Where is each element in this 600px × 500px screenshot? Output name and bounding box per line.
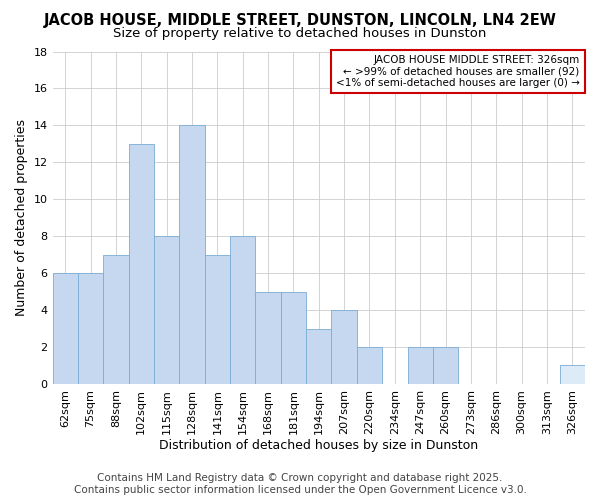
X-axis label: Distribution of detached houses by size in Dunston: Distribution of detached houses by size … (159, 440, 478, 452)
Bar (205, 254, 230, 384)
Bar (331, 310, 357, 384)
Bar (433, 347, 458, 384)
Bar (281, 292, 306, 384)
Bar (560, 366, 585, 384)
Text: JACOB HOUSE MIDDLE STREET: 326sqm
← >99% of detached houses are smaller (92)
<1%: JACOB HOUSE MIDDLE STREET: 326sqm ← >99%… (336, 55, 580, 88)
Text: Contains HM Land Registry data © Crown copyright and database right 2025.
Contai: Contains HM Land Registry data © Crown c… (74, 474, 526, 495)
Bar (407, 347, 433, 384)
Bar (128, 144, 154, 384)
Bar (154, 236, 179, 384)
Bar (78, 273, 103, 384)
Bar (357, 347, 382, 384)
Bar (256, 292, 281, 384)
Bar (53, 273, 78, 384)
Text: Size of property relative to detached houses in Dunston: Size of property relative to detached ho… (113, 26, 487, 40)
Bar (306, 328, 331, 384)
Bar (179, 126, 205, 384)
Bar (103, 254, 128, 384)
Text: JACOB HOUSE, MIDDLE STREET, DUNSTON, LINCOLN, LN4 2EW: JACOB HOUSE, MIDDLE STREET, DUNSTON, LIN… (44, 12, 556, 28)
Y-axis label: Number of detached properties: Number of detached properties (15, 119, 28, 316)
Bar (230, 236, 256, 384)
